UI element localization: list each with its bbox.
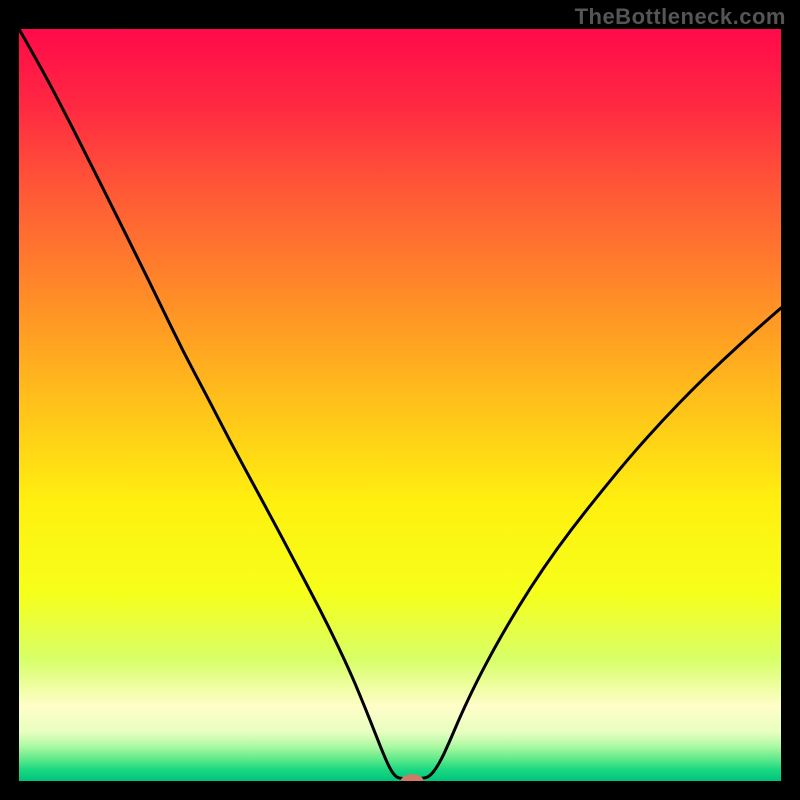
chart-container: TheBottleneck.com (0, 0, 800, 800)
gradient-background (19, 29, 781, 781)
plot-area (19, 29, 781, 781)
bottleneck-chart (19, 29, 781, 781)
watermark-text: TheBottleneck.com (575, 4, 786, 30)
